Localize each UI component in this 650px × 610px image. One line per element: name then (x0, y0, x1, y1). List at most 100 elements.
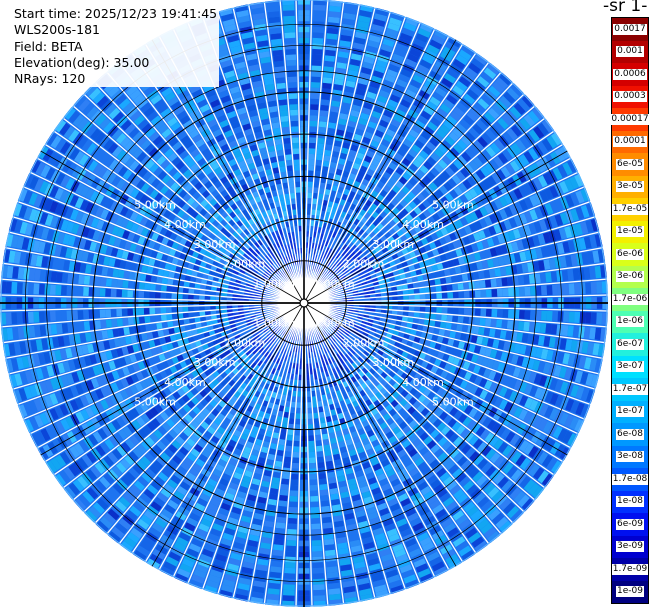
range-bin (351, 230, 358, 237)
range-bin (33, 283, 40, 295)
range-bin (317, 199, 323, 206)
range-bin (310, 507, 320, 513)
range-bin (396, 43, 409, 53)
range-bin (127, 317, 134, 325)
range-bin (422, 219, 431, 228)
range-bin (374, 289, 381, 294)
range-bin (537, 233, 546, 245)
range-bin (574, 283, 581, 295)
range-bin (546, 245, 554, 257)
range-bin (342, 170, 350, 178)
range-bin (483, 228, 492, 238)
range-bin (395, 166, 405, 176)
range-bin (320, 244, 324, 251)
range-bin (188, 294, 194, 300)
range-bin (383, 109, 394, 118)
range-bin (441, 77, 453, 88)
range-bin (484, 249, 492, 258)
range-bin (484, 111, 496, 123)
range-bin (460, 265, 467, 273)
range-bin (359, 298, 365, 302)
range-bin (403, 306, 409, 311)
range-bin (375, 305, 382, 309)
range-bin (419, 246, 427, 254)
range-bin (339, 113, 348, 120)
range-bin (342, 96, 352, 104)
range-bin (56, 323, 63, 334)
range-bin (376, 180, 385, 189)
range-bin (516, 264, 523, 274)
range-bin (345, 80, 356, 88)
range-bin (408, 289, 415, 295)
range-bin (441, 314, 448, 321)
range-bin (344, 232, 351, 239)
range-bin (308, 164, 314, 171)
range-bin (535, 310, 542, 321)
range-bin (199, 306, 205, 311)
range-bin (406, 245, 414, 253)
range-bin (473, 252, 482, 261)
range-bin (355, 88, 366, 96)
range-bin (286, 540, 297, 547)
range-bin (570, 340, 578, 352)
range-bin (313, 418, 320, 425)
range-bin (341, 23, 354, 31)
range-bin (404, 58, 417, 68)
range-bin (443, 119, 454, 130)
range-bin (510, 83, 524, 97)
range-bin (585, 312, 592, 324)
range-bin (338, 263, 344, 269)
range-bin (418, 222, 427, 231)
range-bin (417, 64, 430, 74)
range-bin (110, 309, 117, 317)
range-bin (310, 98, 319, 105)
range-bin (419, 165, 429, 174)
range-bin (489, 247, 498, 257)
range-bin (347, 227, 354, 235)
range-bin (375, 309, 382, 313)
range-bin (474, 53, 488, 66)
range-bin (403, 22, 417, 32)
range-bin (364, 131, 373, 140)
range-bin (574, 223, 583, 236)
range-bin (316, 255, 321, 262)
range-bin (182, 287, 189, 294)
range-bin (333, 284, 339, 289)
range-bin (527, 262, 534, 272)
range-bin (307, 198, 312, 204)
range-bin (432, 248, 440, 257)
range-bin (435, 285, 442, 292)
range-bin (450, 275, 458, 283)
range-bin (60, 310, 67, 321)
range-bin (445, 203, 455, 213)
range-bin (367, 246, 374, 253)
range-bin (487, 175, 497, 187)
range-bin (523, 274, 530, 285)
range-bin (477, 76, 490, 88)
range-bin (477, 136, 488, 148)
range-bin (541, 138, 553, 152)
range-bin (343, 188, 350, 196)
range-bin (319, 478, 327, 485)
range-bin (336, 129, 345, 137)
range-bin (375, 271, 382, 277)
range-bin (356, 250, 363, 256)
range-bin (83, 321, 91, 331)
range-bin (452, 58, 466, 70)
range-bin (380, 288, 387, 293)
range-bin (447, 260, 455, 268)
range-bin (116, 289, 123, 298)
range-bin (440, 277, 447, 285)
range-bin (365, 220, 372, 227)
range-bin (434, 255, 442, 263)
range-bin (530, 249, 538, 260)
range-bin (357, 83, 367, 91)
range-bin (405, 222, 413, 231)
range-bin (357, 20, 370, 29)
range-bin (408, 201, 417, 209)
range-bin (583, 267, 591, 280)
range-bin (530, 310, 536, 320)
range-bin (348, 241, 354, 249)
range-bin (364, 173, 372, 182)
range-bin (369, 294, 376, 298)
